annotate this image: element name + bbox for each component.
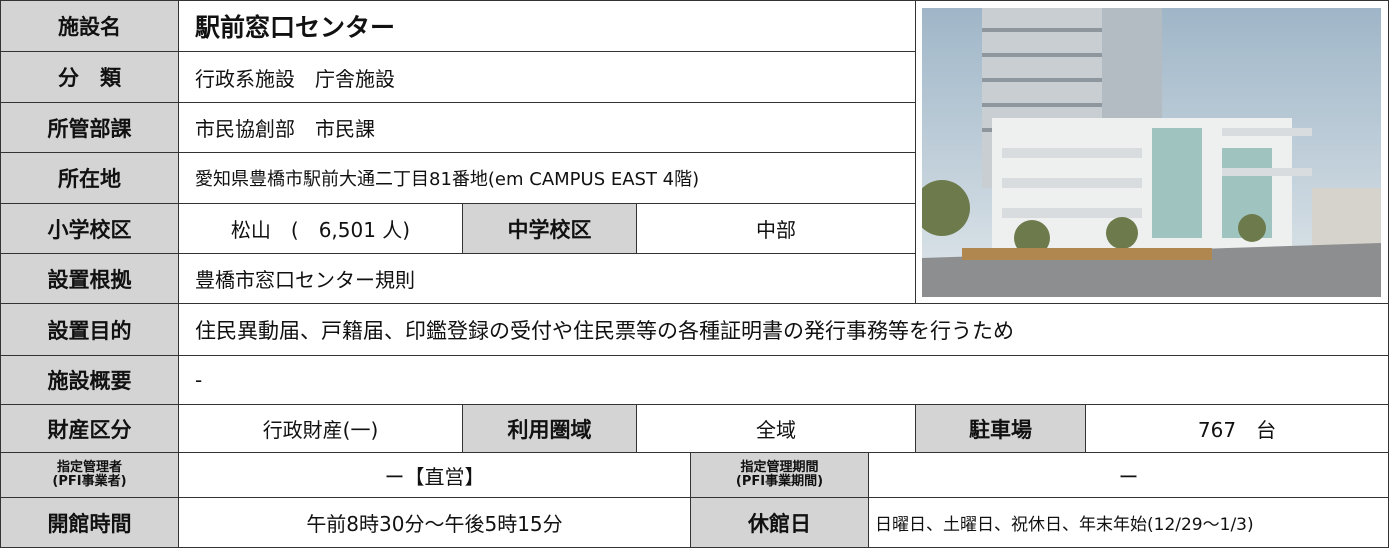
label: 利用圏域 <box>463 405 637 453</box>
label: 所管部課 <box>1 103 179 153</box>
label: 指定管理者 (PFI事業者) <box>1 453 179 498</box>
value: - <box>179 356 1389 405</box>
value: 豊橋市窓口センター規則 <box>179 254 916 304</box>
label-line: 指定管理期間 <box>740 460 819 475</box>
label: 駐車場 <box>916 405 1086 453</box>
value: 中部 <box>637 204 916 254</box>
facility-name: 駅前窓口センター <box>179 1 916 52</box>
value: 愛知県豊橋市駅前大通二丁目81番地(em CAMPUS EAST 4階) <box>179 153 916 204</box>
value: 住民異動届、戸籍届、印鑑登録の受付や住民票等の各種証明書の発行事務等を行うため <box>179 304 1389 356</box>
label-line: (PFI事業者) <box>52 474 127 489</box>
value: 全域 <box>637 405 916 453</box>
value: 行政系施設 庁舎施設 <box>179 52 916 103</box>
value: 市民協創部 市民課 <box>179 103 916 153</box>
label: 休館日 <box>691 498 869 548</box>
label: 指定管理期間 (PFI事業期間) <box>691 453 869 498</box>
facility-photo <box>922 7 1381 297</box>
label: 所在地 <box>1 153 179 204</box>
label: 設置目的 <box>1 304 179 356</box>
value: 午前8時30分～午後5時15分 <box>179 498 691 548</box>
label: 開館時間 <box>1 498 179 548</box>
value: 松山 ( 6,501 人) <box>179 204 463 254</box>
label: 分 類 <box>1 52 179 103</box>
label: 設置根拠 <box>1 254 179 304</box>
label: 施設概要 <box>1 356 179 405</box>
label: 中学校区 <box>463 204 637 254</box>
label-line: (PFI事業期間) <box>735 474 824 489</box>
value: ー <box>869 453 1389 498</box>
label: 施設名 <box>1 1 179 52</box>
label: 財産区分 <box>1 405 179 453</box>
value: 767 台 <box>1086 405 1389 453</box>
value: ー【直営】 <box>179 453 691 498</box>
photo-cell <box>916 1 1389 304</box>
value: 行政財産(一) <box>179 405 463 453</box>
label-line: 指定管理者 <box>56 460 122 475</box>
label: 小学校区 <box>1 204 179 254</box>
value: 日曜日、土曜日、祝休日、年末年始(12/29～1/3) <box>869 498 1389 548</box>
